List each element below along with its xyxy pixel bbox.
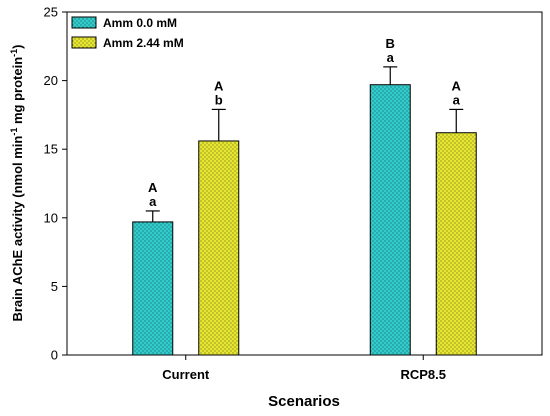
sig-upper-1-1: A xyxy=(452,78,462,93)
y-tick-label-0: 0 xyxy=(51,348,58,363)
legend-swatch-amm-244-dots xyxy=(72,37,96,48)
error-bars-layer xyxy=(145,66,464,222)
sig-upper-0-0: A xyxy=(148,180,158,195)
bar-texture-1-0 xyxy=(370,84,411,355)
x-tick-label-1: RCP8.5 xyxy=(400,367,446,382)
bar-texture-0-0 xyxy=(132,221,173,355)
sig-lower-0-1: b xyxy=(215,92,223,107)
sig-lower-1-1: a xyxy=(453,92,461,107)
bar-texture-1-1 xyxy=(436,132,477,355)
y-tick-label-5: 25 xyxy=(44,5,58,20)
sig-upper-1-0: B xyxy=(386,36,395,51)
bars-layer xyxy=(132,84,477,356)
sig-upper-0-1: A xyxy=(214,78,224,93)
x-tick-label-0: Current xyxy=(162,367,210,382)
y-tick-label-4: 20 xyxy=(44,73,58,88)
sig-lower-1-0: a xyxy=(387,50,395,65)
x-axis-ticks: Current RCP8.5 xyxy=(162,355,446,382)
legend-label-amm-0: Amm 0.0 mM xyxy=(103,16,177,30)
plot-frame xyxy=(66,11,543,356)
legend-label-amm-244: Amm 2.44 mM xyxy=(103,36,184,50)
y-tick-label-3: 15 xyxy=(44,142,58,157)
sig-lower-0-0: a xyxy=(149,194,157,209)
x-axis-title: Scenarios xyxy=(268,393,340,410)
legend: Amm 0.0 mM Amm 2.44 mM xyxy=(71,16,184,50)
y-axis-ticks: 0 5 10 15 20 25 xyxy=(44,5,67,363)
y-axis-title-sup1: -1 xyxy=(9,128,19,136)
y-axis-title-main: Brain AChE activity (nmol min xyxy=(10,136,25,322)
bar-texture-0-1 xyxy=(198,140,239,355)
y-tick-label-1: 5 xyxy=(51,279,58,294)
legend-swatch-amm-0-dots xyxy=(72,17,96,28)
y-axis-title-sup2: -1 xyxy=(9,49,19,57)
y-axis-title-mid: mg protein xyxy=(10,57,25,128)
y-tick-label-2: 10 xyxy=(44,210,58,225)
y-axis-title: Brain AChE activity (nmol min-1 mg prote… xyxy=(9,44,25,321)
y-axis-title-end: ) xyxy=(10,44,25,48)
